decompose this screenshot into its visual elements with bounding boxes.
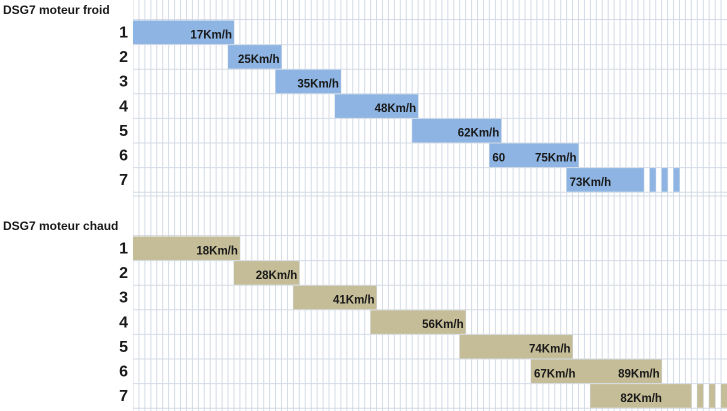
bar bbox=[228, 45, 282, 69]
gear-label: 6 bbox=[119, 364, 128, 381]
speed-label: 74Km/h bbox=[529, 344, 571, 356]
section-title: DSG7 moteur froid bbox=[3, 3, 110, 17]
dashed-extension bbox=[697, 384, 727, 408]
speed-label: 28Km/h bbox=[256, 270, 298, 282]
bar bbox=[133, 20, 234, 45]
gear-label: 1 bbox=[119, 25, 128, 42]
gear-label: 1 bbox=[119, 241, 128, 258]
stripe bbox=[649, 168, 656, 192]
gear-label: 5 bbox=[119, 339, 128, 356]
gear-label: 6 bbox=[119, 148, 128, 165]
stripe bbox=[661, 168, 668, 192]
stripe bbox=[697, 384, 704, 408]
bar bbox=[133, 236, 240, 261]
section-title: DSG7 moteur chaud bbox=[3, 219, 118, 233]
stripe bbox=[673, 168, 680, 192]
bar bbox=[590, 384, 692, 408]
speed-label: 89Km/h bbox=[618, 368, 660, 380]
gear-label: 7 bbox=[119, 172, 128, 189]
speed-label: 48Km/h bbox=[375, 103, 417, 115]
bar bbox=[412, 118, 502, 143]
gear-label: 7 bbox=[119, 388, 128, 405]
speed-label: 73Km/h bbox=[570, 177, 612, 189]
bar bbox=[370, 310, 466, 334]
speed-label: 60 bbox=[492, 152, 505, 164]
speed-label: 62Km/h bbox=[458, 128, 500, 140]
bar bbox=[233, 261, 300, 285]
bar bbox=[566, 168, 644, 192]
speed-label: 25Km/h bbox=[238, 54, 280, 66]
gear-label: 4 bbox=[119, 314, 128, 331]
bar bbox=[275, 69, 341, 94]
speed-label: 35Km/h bbox=[297, 79, 339, 91]
gear-label: 4 bbox=[119, 98, 128, 115]
speed-label: 75Km/h bbox=[535, 152, 577, 164]
bar bbox=[293, 285, 377, 310]
speed-label: 56Km/h bbox=[422, 319, 464, 331]
gear-label: 2 bbox=[119, 265, 128, 282]
bar bbox=[334, 94, 419, 118]
gear-label: 3 bbox=[119, 74, 128, 91]
bar bbox=[530, 359, 662, 384]
bar bbox=[459, 334, 573, 359]
speed-label: 67Km/h bbox=[534, 368, 576, 380]
stripe bbox=[721, 384, 727, 408]
speed-label: 41Km/h bbox=[333, 295, 375, 307]
gear-label: 5 bbox=[119, 123, 128, 140]
stripe bbox=[709, 384, 716, 408]
gear-label: 3 bbox=[119, 290, 128, 307]
speed-label: 82Km/h bbox=[620, 393, 662, 405]
gear-label: 2 bbox=[119, 49, 128, 66]
label-column bbox=[0, 0, 133, 411]
speed-label: 18Km/h bbox=[196, 245, 238, 257]
bar bbox=[489, 143, 579, 168]
speed-label: 17Km/h bbox=[190, 29, 232, 41]
dashed-extension bbox=[649, 168, 680, 192]
